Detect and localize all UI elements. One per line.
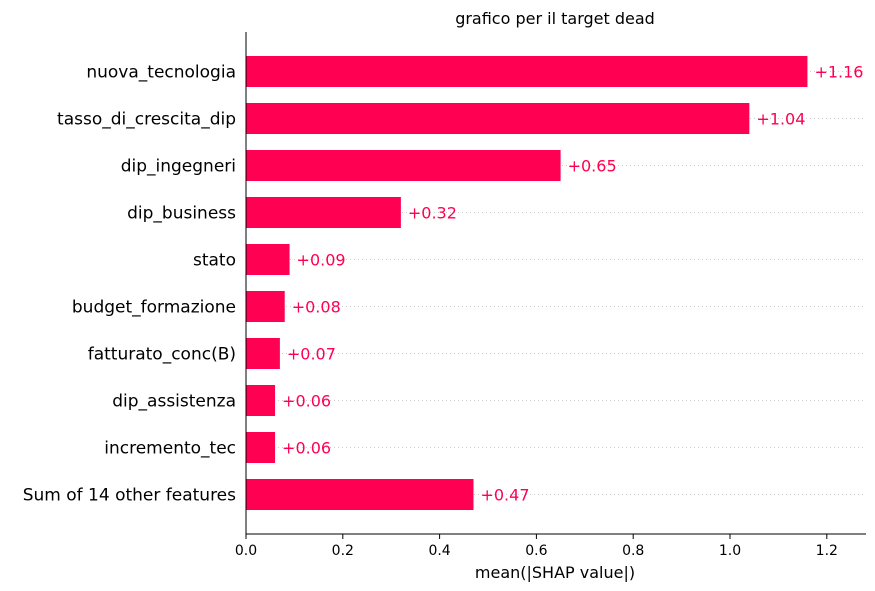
category-label: dip_assistenza: [112, 392, 236, 412]
bar: [246, 150, 561, 181]
category-label: budget_formazione: [72, 298, 236, 318]
x-tick-label: 1.0: [719, 543, 741, 559]
value-label: +0.07: [287, 345, 336, 364]
category-label: fatturato_conc(B): [88, 345, 236, 365]
x-ticks: 0.0 0.2 0.4 0.6 0.8 1.0 1.2: [235, 534, 838, 559]
value-label: +0.65: [568, 157, 617, 176]
bars: [246, 56, 808, 510]
category-label: dip_business: [127, 204, 236, 224]
category-label: stato: [193, 251, 236, 271]
bar: [246, 244, 290, 275]
category-label: tasso_di_crescita_dip: [57, 110, 236, 130]
bar: [246, 291, 285, 322]
chart-title: grafico per il target dead: [455, 9, 655, 28]
value-label: +1.04: [756, 110, 805, 129]
value-label: +0.09: [297, 251, 346, 270]
bar: [246, 385, 276, 416]
category-label: Sum of 14 other features: [23, 486, 236, 506]
x-tick-label: 0.8: [622, 543, 644, 559]
value-label: +1.16: [814, 63, 863, 82]
value-label: +0.06: [282, 439, 331, 458]
value-label: +0.32: [408, 204, 457, 223]
x-tick-label: 0.2: [332, 543, 354, 559]
category-label: incremento_tec: [104, 439, 236, 459]
x-tick-label: 1.2: [816, 543, 838, 559]
x-tick-label: 0.4: [428, 543, 450, 559]
bar: [246, 56, 808, 87]
value-label: +0.47: [480, 486, 529, 505]
x-tick-label: 0.6: [525, 543, 547, 559]
x-tick-label: 0.0: [235, 543, 257, 559]
value-label: +0.08: [292, 298, 341, 317]
value-label: +0.06: [282, 392, 331, 411]
bar: [246, 338, 280, 369]
bar: [246, 103, 750, 134]
bar: [246, 432, 276, 463]
x-axis-label: mean(|SHAP value|): [475, 563, 635, 582]
category-label: nuova_tecnologia: [86, 63, 236, 83]
category-label: dip_ingegneri: [121, 157, 236, 177]
grid-lines: [246, 71, 866, 495]
bar: [246, 197, 401, 228]
value-labels: +1.16 +1.04 +0.65 +0.32 +0.09 +0.08 +0.07 +0.06…: [282, 63, 863, 505]
bar: [246, 479, 474, 510]
category-labels: nuova_tecnologia tasso_di_crescita_dipdip…: [23, 63, 236, 506]
